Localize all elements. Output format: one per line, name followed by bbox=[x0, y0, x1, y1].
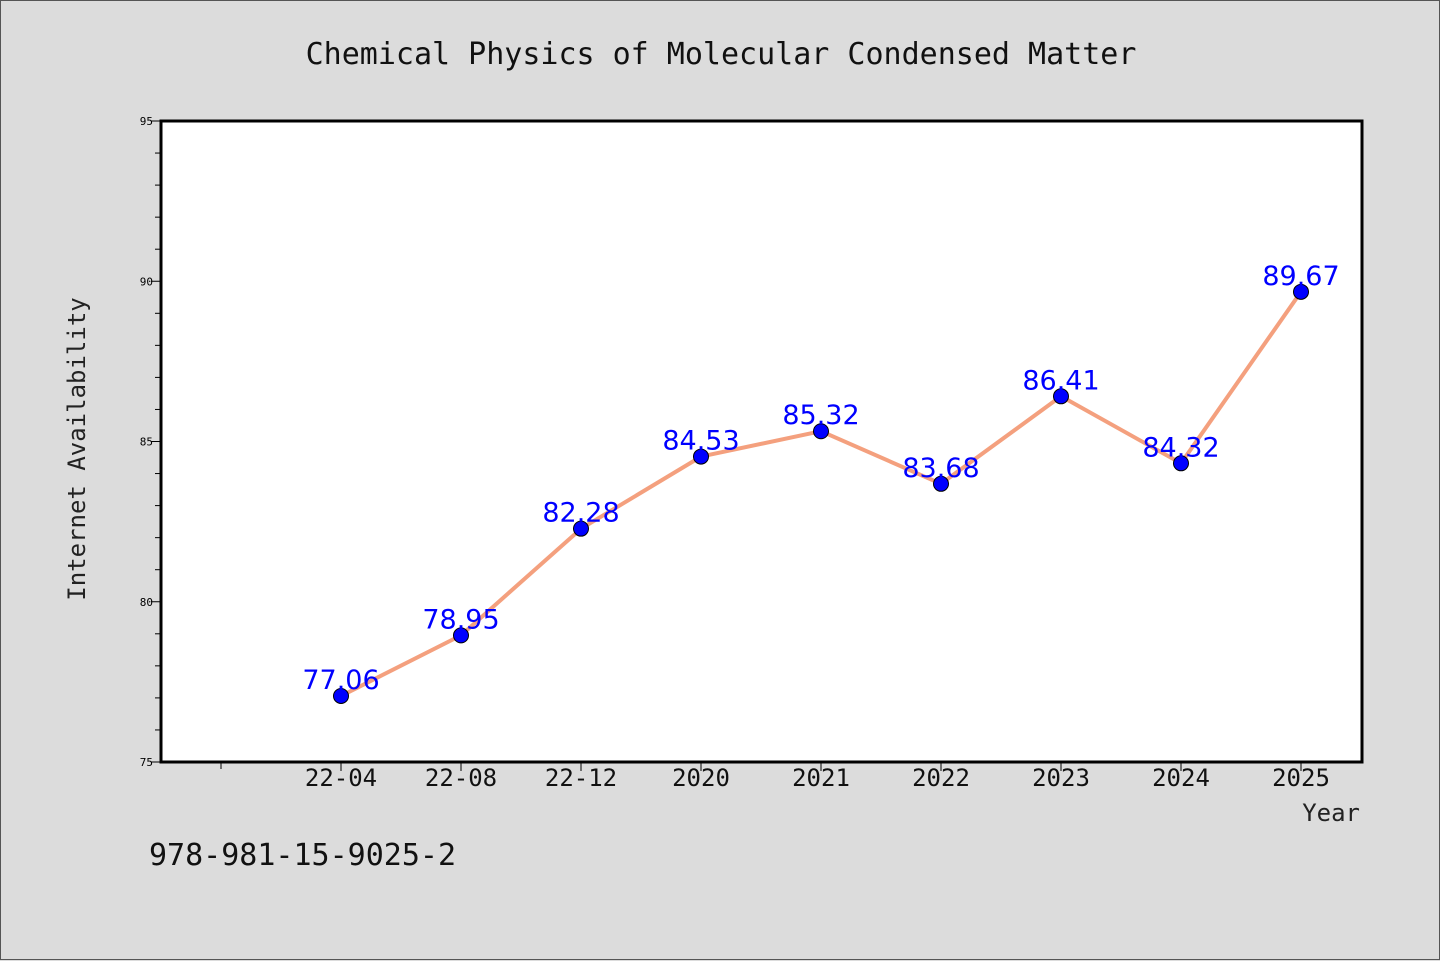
data-labels: 77.06 78.95 82.28 84.53 85.32 83.68 86.41 84.32… bbox=[302, 261, 1339, 696]
data-point bbox=[453, 627, 469, 644]
x-axis-label: Year bbox=[1302, 799, 1360, 827]
y-tick-label: 80 bbox=[140, 596, 153, 609]
y-tick-label: 85 bbox=[140, 436, 153, 449]
data-point bbox=[1173, 455, 1189, 472]
x-tick-label: 2020 bbox=[672, 764, 730, 792]
y-axis: 75 80 85 90 95 bbox=[140, 115, 161, 769]
data-label: 82.28 bbox=[542, 498, 619, 529]
data-point bbox=[813, 423, 829, 440]
data-markers bbox=[333, 283, 1309, 704]
x-tick-label: 2021 bbox=[792, 764, 850, 792]
x-tick-label: 22-12 bbox=[545, 764, 617, 792]
data-label: 84.53 bbox=[662, 426, 739, 457]
y-axis-label: Internet Availability bbox=[63, 297, 91, 600]
data-label: 83.68 bbox=[902, 453, 979, 484]
data-label: 84.32 bbox=[1142, 432, 1219, 463]
y-tick-label: 75 bbox=[140, 756, 153, 769]
y-tick-label: 90 bbox=[140, 275, 153, 288]
data-point bbox=[933, 475, 949, 492]
x-tick-label: 2025 bbox=[1272, 764, 1330, 792]
data-point bbox=[693, 448, 709, 465]
x-tick-label: 22-04 bbox=[305, 764, 377, 792]
isbn-caption: 978-981-15-9025-2 bbox=[149, 838, 456, 873]
data-point bbox=[1053, 388, 1069, 405]
x-tick-label: 22-08 bbox=[425, 764, 497, 792]
x-tick-label: 2022 bbox=[912, 764, 970, 792]
chart-title: Chemical Physics of Molecular Condensed … bbox=[306, 37, 1137, 72]
plot-area bbox=[159, 119, 1364, 764]
data-point bbox=[333, 687, 349, 704]
x-tick-label: 2023 bbox=[1032, 764, 1090, 792]
x-axis: 22-04 22-08 22-12 2020 2021 2022 2023 2024 2025 bbox=[220, 762, 1330, 792]
data-point bbox=[573, 520, 589, 537]
y-tick-label: 95 bbox=[140, 115, 153, 128]
data-label: 85.32 bbox=[782, 400, 859, 431]
data-label: 89.67 bbox=[1262, 261, 1339, 292]
x-tick-label: 2024 bbox=[1152, 764, 1210, 792]
data-label: 77.06 bbox=[302, 665, 379, 696]
data-point bbox=[1293, 283, 1309, 300]
data-label: 78.95 bbox=[422, 604, 499, 635]
data-label: 86.41 bbox=[1022, 365, 1099, 396]
